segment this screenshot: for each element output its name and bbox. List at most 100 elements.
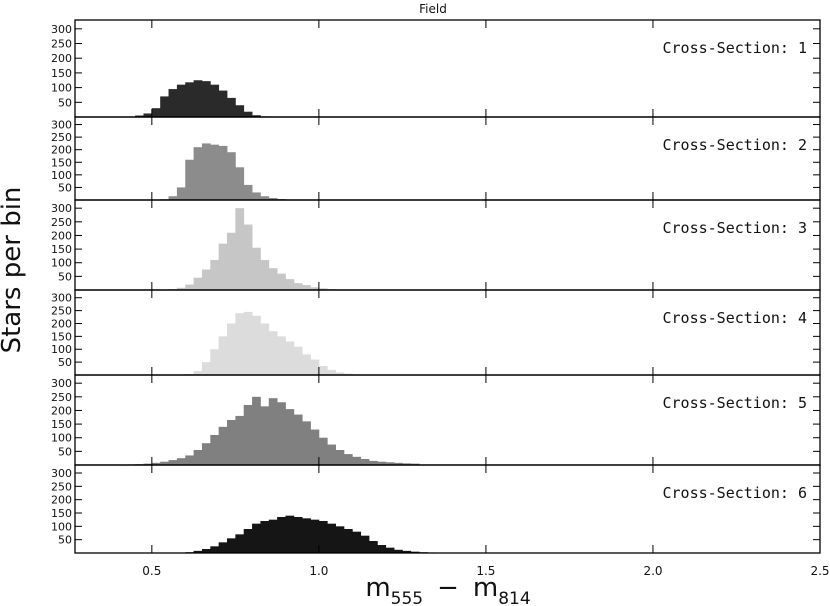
y-tick-label: 50	[58, 270, 72, 283]
y-tick-label: 200	[51, 318, 72, 331]
histogram-bar	[160, 461, 169, 465]
y-tick-label: 150	[51, 243, 72, 256]
x-axis-ticks: 0.5 1.0 1.5 2.0 2.5	[142, 564, 829, 578]
histogram-bar	[335, 450, 345, 465]
histogram-bar	[176, 458, 186, 465]
x-axis-label-dash: −	[437, 573, 459, 603]
panel-frame	[74, 289, 821, 376]
y-tick-label: 100	[51, 169, 72, 182]
chart-title: Field	[419, 2, 447, 16]
histogram-bar	[160, 96, 169, 117]
histogram-bar	[252, 115, 261, 117]
histogram-bar	[252, 396, 261, 465]
histogram-bar	[243, 111, 253, 117]
histogram-bar	[185, 82, 194, 117]
histogram-bar	[193, 80, 203, 117]
histogram-bar	[402, 550, 412, 553]
histogram-bar	[252, 523, 261, 553]
histogram-bar	[193, 277, 203, 290]
histogram-bar	[293, 283, 303, 290]
histogram-bar	[210, 144, 220, 200]
histogram-bar	[302, 518, 311, 553]
y-tick-label: 300	[51, 202, 72, 215]
histogram-bar	[293, 517, 303, 553]
histogram-bar	[310, 359, 320, 375]
panel-label: Cross-Section: 6	[663, 484, 808, 502]
histogram-bar	[410, 551, 420, 553]
histogram-bar	[201, 549, 211, 553]
y-tick-label: 200	[51, 494, 72, 507]
histogram-bar	[394, 462, 403, 465]
histogram-bar	[310, 287, 320, 290]
histogram-bar	[235, 167, 245, 200]
histogram-bar	[352, 531, 362, 553]
histogram-bar	[252, 192, 261, 200]
histogram-bar	[243, 311, 253, 375]
histogram-bar	[302, 421, 311, 465]
histogram-bar	[218, 145, 228, 200]
histogram-bar	[143, 463, 153, 465]
histogram-bar	[185, 284, 194, 290]
histogram-bar	[318, 521, 328, 553]
histogram-bar	[201, 443, 211, 465]
histogram-bar	[185, 159, 194, 200]
histogram-bar	[243, 529, 253, 553]
y-tick-label: 100	[51, 82, 72, 95]
histogram-bar	[285, 279, 295, 290]
histogram-bar	[377, 545, 387, 553]
histogram-bar	[293, 414, 303, 465]
histogram-bar	[360, 459, 370, 465]
histogram-bar	[318, 365, 328, 375]
histogram-bar	[168, 89, 178, 117]
y-tick-label: 50	[58, 96, 72, 109]
y-tick-label: 300	[51, 377, 72, 390]
histogram-bar	[260, 521, 270, 553]
histogram-bar	[394, 549, 403, 553]
histogram-bar	[168, 460, 178, 465]
y-tick-label: 50	[58, 181, 72, 194]
y-tick-label: 200	[51, 405, 72, 418]
histogram-bar	[235, 105, 245, 117]
y-tick-label: 50	[58, 356, 72, 369]
histogram-bar	[260, 323, 270, 375]
histogram-bar	[327, 444, 336, 465]
histogram-bar	[402, 463, 412, 465]
y-tick-label: 250	[51, 38, 72, 51]
histogram-bar	[151, 462, 161, 465]
histogram-bar	[176, 287, 186, 290]
y-tick-label: 150	[51, 156, 72, 169]
histogram-bar	[268, 519, 278, 553]
histogram-bar	[210, 435, 220, 465]
y-tick-label: 200	[51, 52, 72, 65]
histogram-bar	[210, 546, 220, 553]
panel-label: Cross-Section: 5	[663, 394, 808, 412]
histogram-bar	[268, 398, 278, 465]
histogram-bar	[310, 429, 320, 465]
histogram-bar	[277, 273, 286, 290]
histogram-bar	[343, 529, 353, 553]
y-tick-label: 250	[51, 391, 72, 404]
y-tick-label: 150	[51, 67, 72, 80]
y-tick-label: 250	[51, 216, 72, 229]
histogram-bar	[227, 152, 236, 200]
panel-label: Cross-Section: 1	[663, 39, 808, 57]
histogram-bar	[193, 450, 203, 465]
histogram-bar	[235, 415, 245, 465]
panel-frame	[74, 464, 821, 554]
x-tick-label: 0.5	[142, 564, 161, 578]
histogram-bar	[277, 402, 286, 465]
histogram-bar	[201, 362, 211, 375]
histogram-bar	[218, 542, 228, 553]
histogram-bar	[318, 288, 328, 290]
histogram-bar	[293, 346, 303, 375]
histogram-bar	[260, 260, 270, 290]
histogram-bar	[227, 420, 236, 465]
histogram-bar	[385, 547, 395, 553]
histogram-bar	[327, 523, 336, 553]
histogram-bar	[235, 534, 245, 553]
histogram-bar	[302, 354, 311, 375]
y-tick-label: 250	[51, 131, 72, 144]
